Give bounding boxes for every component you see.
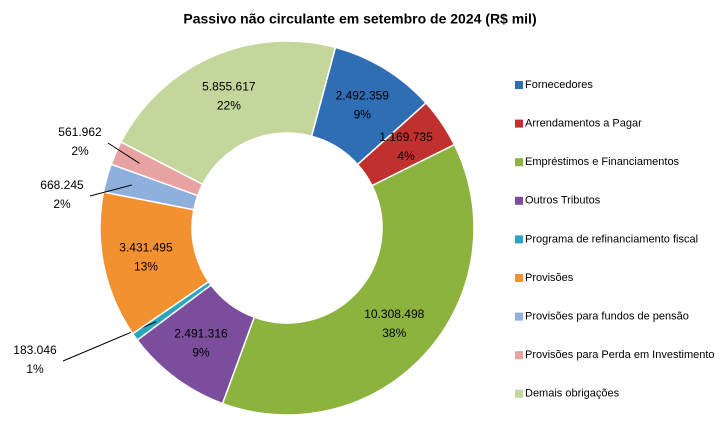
value-label: 183.046: [13, 343, 57, 357]
legend-swatch: [515, 274, 523, 282]
value-label: 10.308.498: [364, 307, 424, 321]
percent-label: 1%: [26, 362, 44, 376]
value-label: 3.431.495: [119, 240, 173, 254]
legend-label: Outros Tributos: [525, 195, 601, 207]
legend-label: Programa de refinanciamento fiscal: [525, 233, 698, 245]
percent-label: 13%: [134, 259, 158, 273]
percent-label: 9%: [354, 107, 372, 121]
leader-line: [107, 142, 140, 164]
percent-label: 2%: [71, 144, 89, 158]
percent-label: 38%: [382, 326, 406, 340]
value-label: 5.855.617: [202, 79, 256, 93]
legend-swatch: [515, 158, 523, 167]
legend-swatch: [515, 81, 523, 89]
legend-label: Arrendamentos a Pagar: [525, 118, 642, 130]
value-label: 2.492.359: [336, 88, 390, 102]
value-label: 668.245: [40, 178, 84, 192]
value-label: 561.962: [58, 125, 102, 139]
value-label: 1.169.735: [379, 130, 433, 144]
donut-slice: [221, 143, 475, 416]
chart-title: Passivo não circulante em setembro de 20…: [183, 11, 536, 27]
legend-label: Provisões para fundos de pensão: [525, 311, 689, 323]
legend-swatch: [515, 119, 523, 128]
legend-label: Fornecedores: [525, 79, 593, 91]
legend-swatch: [515, 312, 523, 321]
percent-label: 4%: [397, 149, 415, 163]
percent-label: 2%: [53, 197, 71, 211]
legend-label: Provisões para Perda em Investimento: [525, 349, 715, 361]
percent-label: 9%: [192, 346, 210, 360]
legend-label: Provisões: [525, 272, 574, 284]
value-label: 2.491.316: [174, 327, 228, 341]
legend-swatch: [515, 351, 523, 360]
donut-slice: [119, 40, 337, 186]
leader-line: [89, 184, 132, 197]
legend-swatch: [515, 196, 523, 205]
percent-label: 22%: [217, 98, 241, 112]
legend-label: Empréstimos e Financiamentos: [525, 156, 680, 168]
legend-label: Demais obrigações: [525, 388, 620, 400]
legend-swatch: [515, 389, 523, 398]
legend-swatch: [515, 235, 523, 244]
